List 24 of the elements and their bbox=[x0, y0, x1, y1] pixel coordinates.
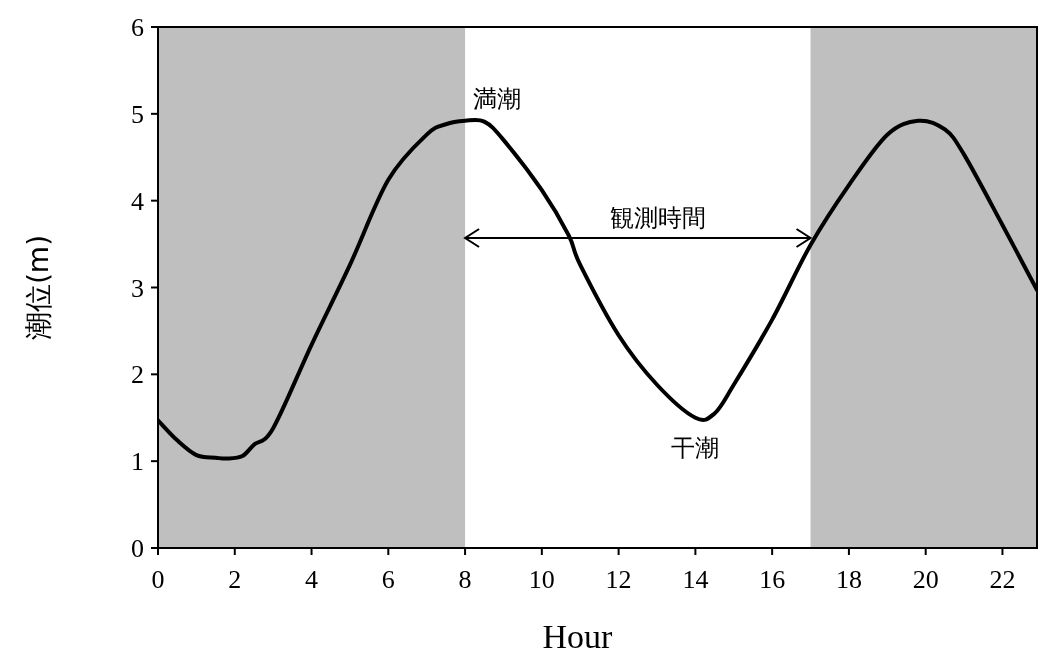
x-tick-label: 4 bbox=[305, 565, 319, 594]
x-tick-label: 16 bbox=[759, 565, 786, 594]
y-tick-label: 0 bbox=[131, 534, 144, 563]
x-axis-title: Hour bbox=[542, 618, 614, 655]
annotation: 観測時間 bbox=[609, 204, 706, 233]
x-tick-label: 2 bbox=[228, 565, 242, 594]
annotation: 干潮 bbox=[671, 433, 720, 462]
y-axis-title: 潮位(m) bbox=[22, 234, 55, 341]
x-tick-label: 8 bbox=[458, 565, 472, 594]
y-tick-label: 2 bbox=[131, 360, 144, 390]
y-tick-label: 1 bbox=[131, 447, 144, 477]
x-tick-label: 12 bbox=[605, 565, 632, 594]
y-tick-label: 6 bbox=[131, 13, 144, 42]
x-tick-label: 0 bbox=[151, 565, 165, 594]
x-tick-label: 22 bbox=[989, 565, 1016, 594]
x-tick-label: 18 bbox=[835, 565, 862, 594]
x-tick-label: 10 bbox=[528, 565, 555, 594]
x-tick-label: 14 bbox=[682, 565, 709, 594]
x-tick-label: 6 bbox=[381, 565, 395, 594]
x-tick-label: 20 bbox=[912, 565, 939, 594]
y-tick-label: 4 bbox=[131, 186, 144, 216]
y-tick-label: 5 bbox=[131, 99, 144, 129]
y-tick-label: 3 bbox=[131, 273, 144, 303]
annotation: 満潮 bbox=[473, 84, 522, 113]
